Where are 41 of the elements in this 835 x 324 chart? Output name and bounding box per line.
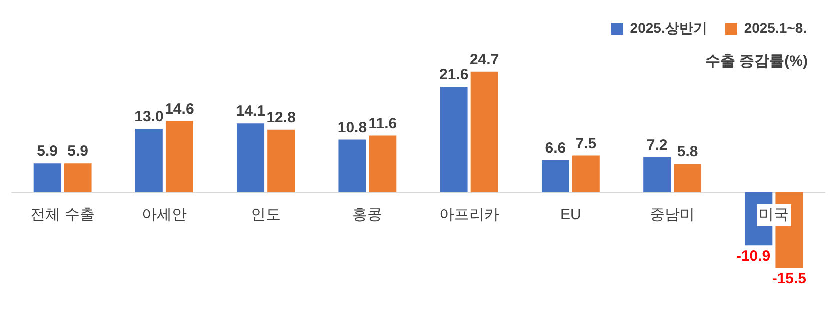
data-label: 7.2 [646,136,668,154]
bar [470,72,498,192]
data-label: 11.6 [368,115,398,132]
x-tick-label: 전체 수출 [30,206,95,224]
data-label: 5.8 [677,144,698,161]
legend-label: 2025.상반기 [630,20,708,36]
x-tick-label: EU [560,206,582,224]
data-label: 14.1 [236,103,266,120]
data-label: 5.9 [37,143,58,160]
bar [440,86,468,192]
text: 수출 증감률(%) [706,53,808,70]
data-label: 10.8 [338,119,368,136]
data-label: 12.8 [266,110,296,127]
bar [166,121,194,192]
data-label: 6.6 [545,140,566,157]
bar [369,136,397,192]
x-tick-label: 홍콩 [352,206,383,224]
data-label: -15.5 [772,270,807,288]
data-label: -10.9 [736,248,771,266]
bar [338,140,366,192]
bar [674,164,702,192]
bar [64,164,92,192]
x-tick-label: 아세안 [142,206,187,224]
x-tick-label: 중남미 [650,206,696,224]
x-tick-label: 인도 [251,206,282,224]
data-label: 14.6 [165,100,194,118]
bar [644,157,672,192]
x-tick-label: 미국 [759,206,790,224]
data-label: 21.6 [439,66,469,84]
bar [34,164,62,192]
data-label: 5.9 [68,143,88,160]
bar [572,156,600,192]
legend-label: 2025.1~8. [744,20,807,36]
bar [135,128,163,192]
data-label: 13.0 [134,108,164,126]
bar [542,160,570,192]
bar [268,130,296,192]
data-label: 24.7 [470,52,500,69]
data-label: 7.5 [576,135,597,152]
x-tick-label: 아프리카 [439,206,500,224]
bar [237,124,265,192]
